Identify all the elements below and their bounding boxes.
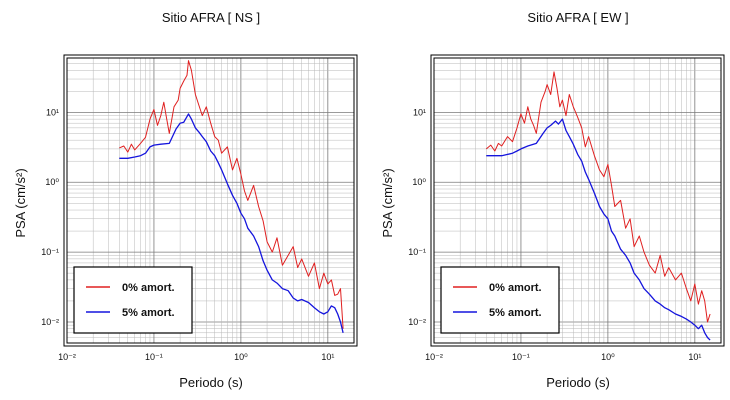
y-tick-label: 10¹ [46, 107, 59, 117]
series-line-damped [486, 118, 711, 341]
x-tick-label: 10⁻² [58, 352, 76, 362]
legend-box [73, 266, 193, 334]
legend-label: 0% amort. [122, 282, 175, 294]
legend-box [440, 266, 560, 334]
y-axis-label: PSA (cm/s²) [380, 168, 395, 237]
legend: 0% amort. 5% amort. [73, 266, 193, 334]
y-axis-label: PSA (cm/s²) [13, 168, 28, 237]
y-tick-label: 10⁻² [41, 317, 59, 327]
chart-panel-ew: Sitio AFRA [ EW ] Periodo (s) PSA (cm/s²… [380, 10, 725, 390]
x-tick-label: 10⁻¹ [512, 352, 530, 362]
chart-title: Sitio AFRA [ EW ] [527, 10, 628, 25]
y-tick-label: 10⁰ [412, 177, 426, 187]
x-tick-label: 10⁻² [425, 352, 443, 362]
x-axis-label: Periodo (s) [546, 375, 610, 390]
plot-frame-outer [430, 54, 725, 347]
series-line-damped [119, 113, 344, 333]
series-line-undamped [119, 60, 344, 329]
x-tick-label: 10⁰ [601, 352, 615, 362]
chart-panel-ns: Sitio AFRA [ NS ] Periodo (s) PSA (cm/s²… [13, 10, 358, 390]
legend-label: 5% amort. [122, 307, 175, 319]
y-tick-label: 10⁻¹ [408, 247, 426, 257]
chart-title: Sitio AFRA [ NS ] [162, 10, 260, 25]
x-tick-label: 10¹ [688, 352, 701, 362]
legend: 0% amort. 5% amort. [440, 266, 560, 334]
x-axis-label: Periodo (s) [179, 375, 243, 390]
y-tick-label: 10⁰ [45, 177, 59, 187]
x-tick-label: 10⁰ [234, 352, 248, 362]
series-line-undamped [485, 71, 711, 323]
plot-frame [433, 57, 722, 344]
plot-frame-outer [63, 54, 358, 347]
y-tick-label: 10¹ [413, 107, 426, 117]
plot-frame [66, 57, 355, 344]
x-tick-label: 10⁻¹ [145, 352, 163, 362]
y-tick-label: 10⁻² [408, 317, 426, 327]
legend-label: 0% amort. [489, 282, 542, 294]
x-tick-label: 10¹ [321, 352, 334, 362]
y-tick-label: 10⁻¹ [41, 247, 59, 257]
legend-label: 5% amort. [489, 307, 542, 319]
